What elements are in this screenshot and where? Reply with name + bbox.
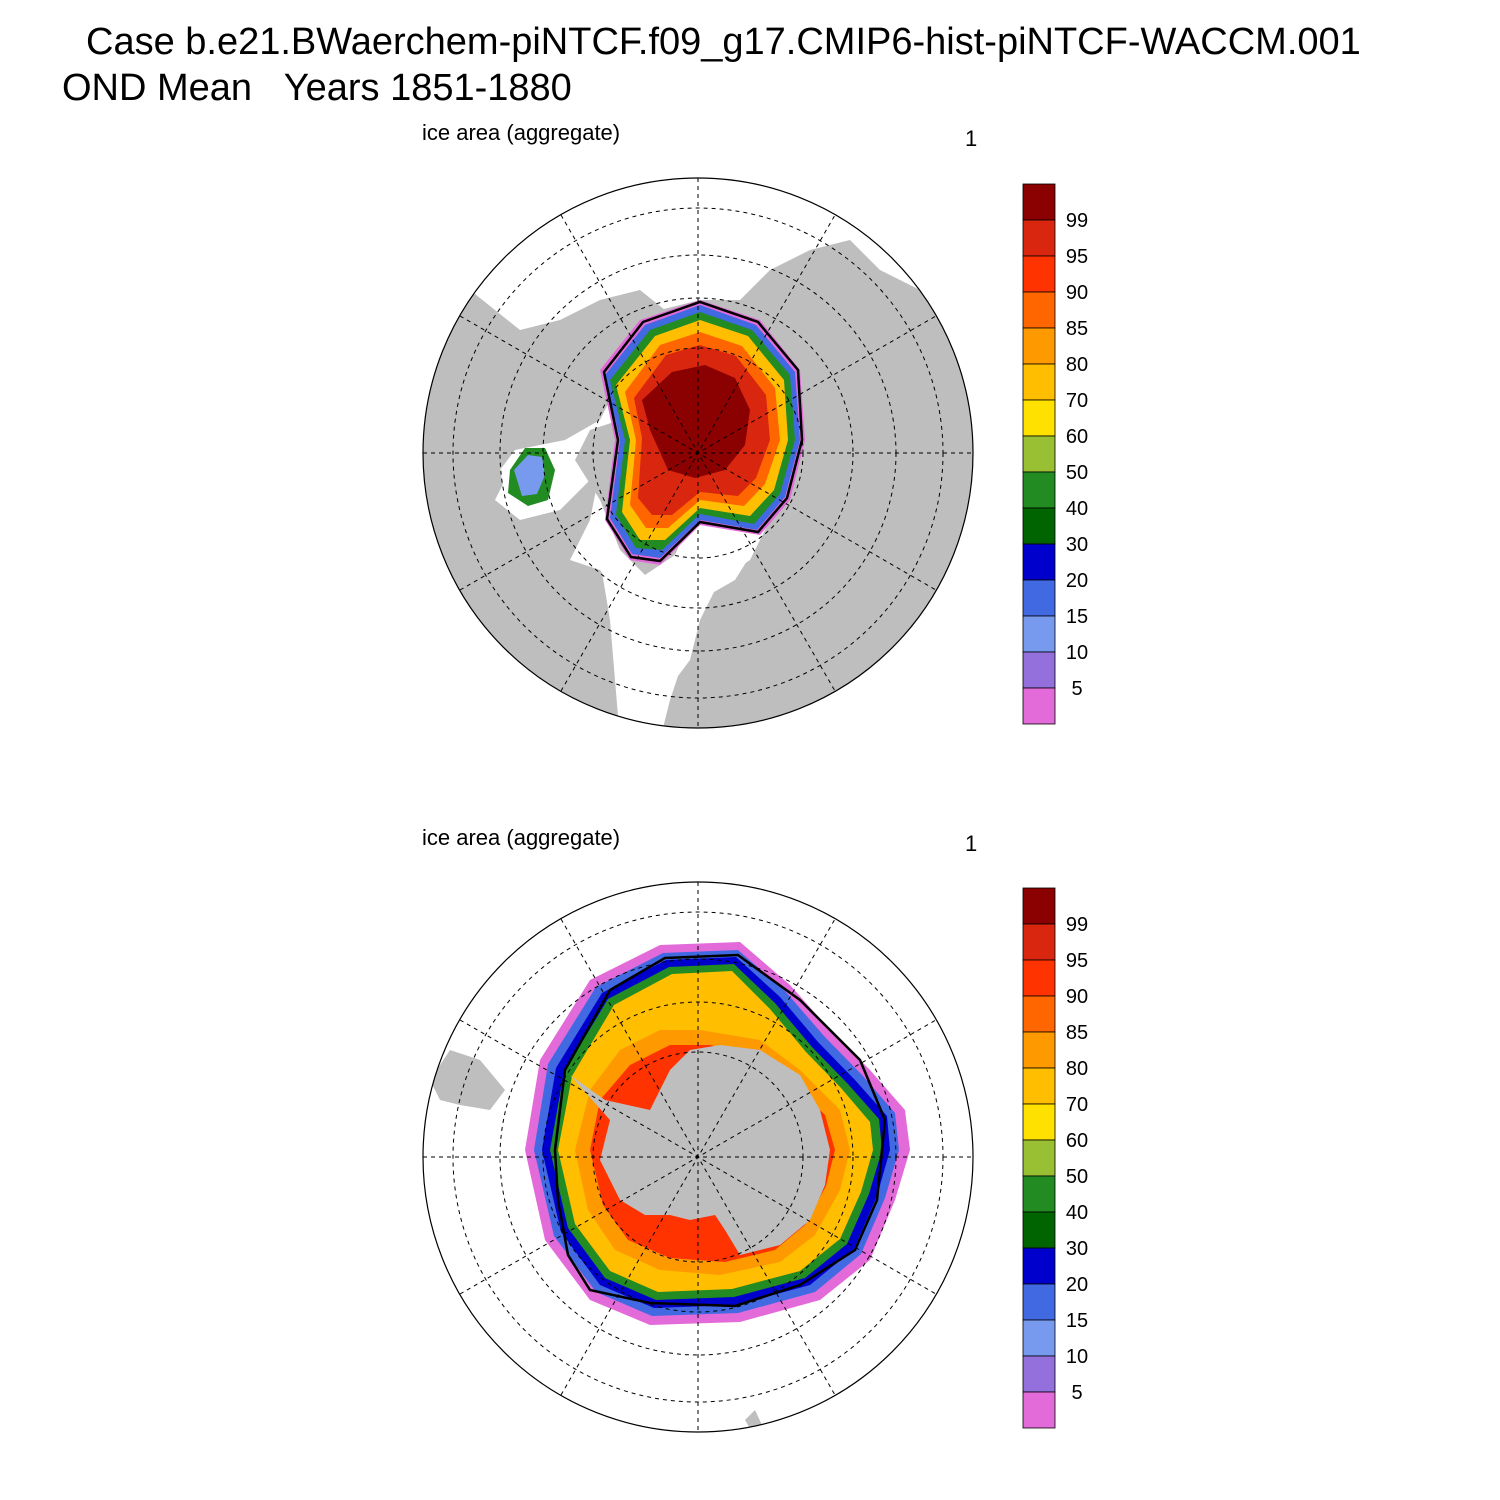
south-colorbar-label-30: 30 [1066,1238,1088,1260]
figure-title-case: Case b.e21.BWaerchem-piNTCF.f09_g17.CMIP… [86,21,1361,63]
south-colorbar-box-9 [1022,1211,1056,1249]
north-colorbar-box-9 [1022,507,1056,545]
south-colorbar-label-95: 95 [1066,950,1088,972]
north-ice-edge-contour [602,300,804,563]
south-colorbar-label-15: 15 [1066,1310,1088,1332]
south-colorbar-label-90: 90 [1066,986,1088,1008]
north-colorbar-label-20: 20 [1066,570,1088,592]
south-colorbar-box-2 [1022,959,1056,997]
south-colorbar-box-11 [1022,1283,1056,1321]
north-graticule [423,178,973,728]
season-label: OND Mean [62,67,253,109]
north-colorbar-box-13 [1022,651,1056,689]
south-colorbar-label-60: 60 [1066,1130,1088,1152]
north-colorbar-label-30: 30 [1066,534,1088,556]
north-land-eurasia [660,240,973,728]
north-colorbar-label-60: 60 [1066,426,1088,448]
south-ice-edge-contour [553,953,887,1308]
south-colorbar-box-10 [1022,1247,1056,1285]
north-colorbar-box-8 [1022,471,1056,509]
north-colorbar-label-70: 70 [1066,390,1088,412]
north-polar-map [422,177,974,729]
south-colorbar-box-8 [1022,1175,1056,1213]
north-colorbar-label-85: 85 [1066,318,1088,340]
north-colorbar-label-80: 80 [1066,354,1088,376]
south-colorbar-box-7 [1022,1139,1056,1177]
north-colorbar-box-0 [1022,183,1056,221]
north-ice-hudson-inner [514,455,545,496]
south-colorbar: 99 95 90 85 80 70 60 50 40 30 20 15 10 5 [1022,887,1088,1429]
south-graticule [423,882,973,1432]
north-colorbar-label-90: 90 [1066,282,1088,304]
north-colorbar-label-40: 40 [1066,498,1088,520]
north-colorbar-box-2 [1022,255,1056,293]
south-colorbar-box-1 [1022,923,1056,961]
north-colorbar-box-7 [1022,435,1056,473]
north-colorbar: 99 95 90 85 80 70 60 50 40 30 20 15 10 5 [1022,183,1088,725]
south-colorbar-label-20: 20 [1066,1274,1088,1296]
south-colorbar-label-99: 99 [1066,914,1088,936]
south-colorbar-box-14 [1022,1391,1056,1429]
north-panel-variable-label: ice area (aggregate) [422,120,621,145]
south-colorbar-label-10: 10 [1066,1346,1088,1368]
south-colorbar-box-0 [1022,887,1056,925]
north-colorbar-box-5 [1022,363,1056,401]
north-ice-99pct [642,365,750,478]
north-colorbar-box-14 [1022,687,1056,725]
north-map-border [422,177,974,729]
south-colorbar-label-5: 5 [1071,1382,1082,1404]
years-label: Years 1851-1880 [283,67,572,109]
figure-title-period: OND Mean Years 1851-1880 [62,68,572,108]
north-colorbar-label-5: 5 [1071,678,1082,700]
south-colorbar-box-13 [1022,1355,1056,1393]
south-land-south-america [430,1050,505,1110]
south-panel-variable-label: ice area (aggregate) [422,825,621,850]
south-map-border [422,881,974,1433]
north-colorbar-box-11 [1022,579,1056,617]
north-colorbar-box-1 [1022,219,1056,257]
north-colorbar-box-3 [1022,291,1056,329]
north-colorbar-box-6 [1022,399,1056,437]
north-panel-units-label: 1 [965,126,978,151]
south-colorbar-box-5 [1022,1067,1056,1105]
north-ocean-atlantic [600,520,760,728]
south-polar-map [422,881,974,1433]
south-land-antarctica [570,1045,830,1255]
north-colorbar-box-4 [1022,327,1056,365]
south-colorbar-box-6 [1022,1103,1056,1141]
south-colorbar-box-12 [1022,1319,1056,1357]
south-panel-units-label: 1 [965,831,978,856]
south-colorbar-label-80: 80 [1066,1058,1088,1080]
north-colorbar-label-95: 95 [1066,246,1088,268]
north-colorbar-label-99: 99 [1066,210,1088,232]
north-colorbar-label-10: 10 [1066,642,1088,664]
north-colorbar-box-10 [1022,543,1056,581]
south-colorbar-box-4 [1022,1031,1056,1069]
south-colorbar-label-50: 50 [1066,1166,1088,1188]
south-colorbar-box-3 [1022,995,1056,1033]
north-colorbar-box-12 [1022,615,1056,653]
north-colorbar-label-50: 50 [1066,462,1088,484]
south-colorbar-label-85: 85 [1066,1022,1088,1044]
north-colorbar-label-15: 15 [1066,606,1088,628]
south-colorbar-label-70: 70 [1066,1094,1088,1116]
south-colorbar-label-40: 40 [1066,1202,1088,1224]
